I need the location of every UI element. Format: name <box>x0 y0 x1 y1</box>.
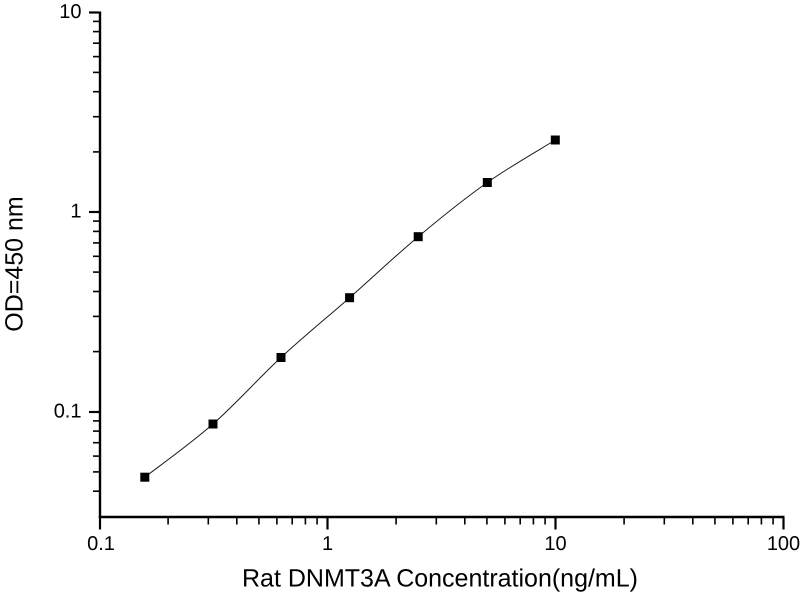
svg-text:100: 100 <box>767 533 800 555</box>
svg-text:0.1: 0.1 <box>87 533 115 555</box>
svg-text:1: 1 <box>70 201 81 223</box>
svg-text:10: 10 <box>59 1 81 23</box>
svg-text:0.1: 0.1 <box>54 401 82 423</box>
svg-text:Rat DNMT3A Concentration(ng/mL: Rat DNMT3A Concentration(ng/mL) <box>242 565 638 593</box>
svg-text:1: 1 <box>322 533 333 555</box>
svg-text:OD=450 nm: OD=450 nm <box>1 196 29 332</box>
svg-text:10: 10 <box>544 533 566 555</box>
